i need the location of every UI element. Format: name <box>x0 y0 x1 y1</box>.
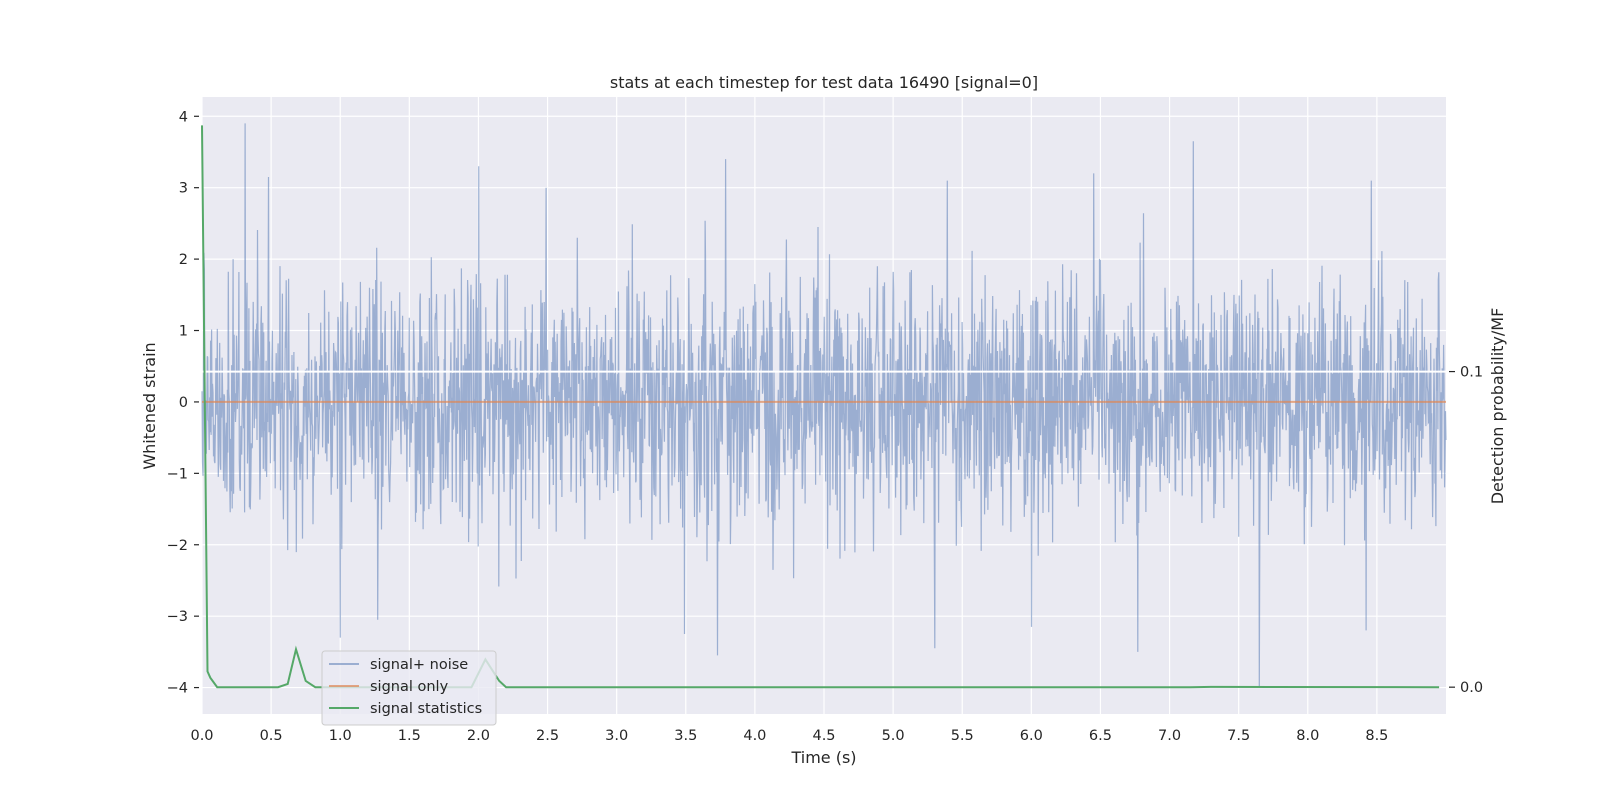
y-tick-label: −4 <box>167 681 188 697</box>
legend-box <box>321 650 497 726</box>
x-tick-label: 0.5 <box>260 728 283 744</box>
x-tick-label: 2.0 <box>467 728 490 744</box>
y-tick-label: −1 <box>167 466 188 482</box>
y-axis-ticks: 4 3 2 1 0 −1 −2 −3 −4 <box>167 109 199 697</box>
series-signal-noise <box>201 123 1447 688</box>
series-layer <box>201 125 1446 689</box>
y2-axis-label: Detection probability/MF <box>1488 308 1507 505</box>
x-tick-label: 7.0 <box>1158 728 1181 744</box>
x-tick-label: 0.0 <box>190 728 213 744</box>
y-tick-label: 0 <box>179 395 188 411</box>
x-tick-label: 4.0 <box>743 728 766 744</box>
y-axis-label: Whitened strain <box>140 342 159 469</box>
legend: signal+ noise signal only signal statist… <box>321 650 497 726</box>
y-tick-label: −3 <box>167 609 188 625</box>
x-tick-label: 1.5 <box>398 728 421 744</box>
y2-tick-label: 0.0 <box>1460 680 1483 696</box>
x-tick-label: 3.5 <box>674 728 697 744</box>
x-tick-label: 6.5 <box>1089 728 1112 744</box>
chart-title: stats at each timestep for test data 164… <box>610 73 1038 92</box>
y-tick-label: 2 <box>179 252 188 268</box>
legend-label-signal-noise: signal+ noise <box>370 657 468 673</box>
series-signal-statistics <box>201 125 1440 689</box>
x-tick-label: 7.5 <box>1227 728 1250 744</box>
y2-tick-label: 0.1 <box>1460 365 1483 381</box>
x-axis-ticks: 0.0 0.5 1.0 1.5 2.0 2.5 3.0 3.5 4.0 4.5 5.0 5.5 6.0 6… <box>190 728 1388 744</box>
x-tick-label: 4.5 <box>812 728 835 744</box>
x-tick-label: 2.5 <box>536 728 559 744</box>
y2-axis-ticks: 0.1 0.0 <box>1449 365 1483 696</box>
x-tick-label: 8.0 <box>1296 728 1319 744</box>
y-tick-label: 4 <box>179 109 188 125</box>
x-tick-label: 8.5 <box>1365 728 1388 744</box>
x-tick-label: 5.5 <box>951 728 974 744</box>
x-tick-label: 1.0 <box>329 728 352 744</box>
y-tick-label: −2 <box>167 538 188 554</box>
legend-label-signal-only: signal only <box>370 679 449 695</box>
legend-label-signal-statistics: signal statistics <box>370 701 482 717</box>
x-tick-label: 3.0 <box>605 728 628 744</box>
signal-noise-layer <box>201 123 1447 688</box>
y-tick-label: 1 <box>179 324 188 340</box>
x-tick-label: 5.0 <box>882 728 905 744</box>
x-tick-label: 6.0 <box>1020 728 1043 744</box>
x-axis-label: Time (s) <box>790 748 856 767</box>
y-tick-label: 3 <box>179 181 188 197</box>
